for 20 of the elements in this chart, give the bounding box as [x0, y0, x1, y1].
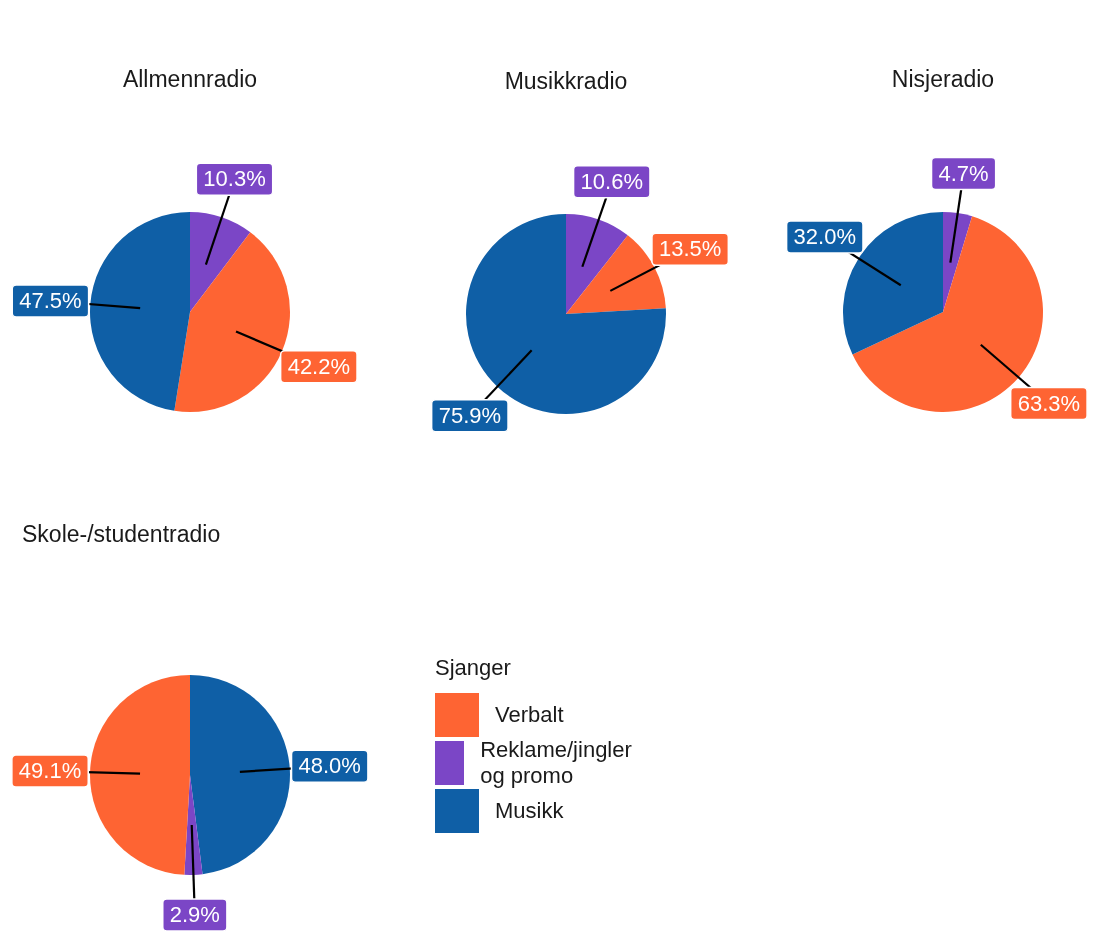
data-label: 48.0%	[298, 753, 361, 779]
data-label: 49.1%	[18, 758, 82, 784]
legend-title: Sjanger	[435, 655, 512, 681]
data-label: 63.3%	[1017, 390, 1081, 416]
data-label: 47.5%	[19, 288, 82, 314]
legend-label: Reklame/jingler og promo	[480, 737, 633, 789]
data-label: 42.2%	[287, 353, 351, 379]
chart-title: Musikkradio	[503, 68, 629, 95]
data-label: 2.9%	[169, 901, 220, 927]
data-label: 75.9%	[438, 402, 502, 428]
chart-title: Allmennradio	[121, 66, 259, 93]
legend-label: Verbalt	[495, 702, 564, 728]
legend-label: Musikk	[495, 798, 564, 824]
chart-title: Nisjeradio	[890, 66, 996, 93]
data-label: 10.3%	[203, 166, 266, 192]
data-label: 13.5%	[658, 236, 722, 262]
chart-title: Skole-/studentradio	[22, 521, 222, 548]
data-label: 32.0%	[793, 224, 856, 250]
data-label: 10.6%	[580, 168, 643, 194]
data-label: 4.7%	[938, 160, 989, 186]
